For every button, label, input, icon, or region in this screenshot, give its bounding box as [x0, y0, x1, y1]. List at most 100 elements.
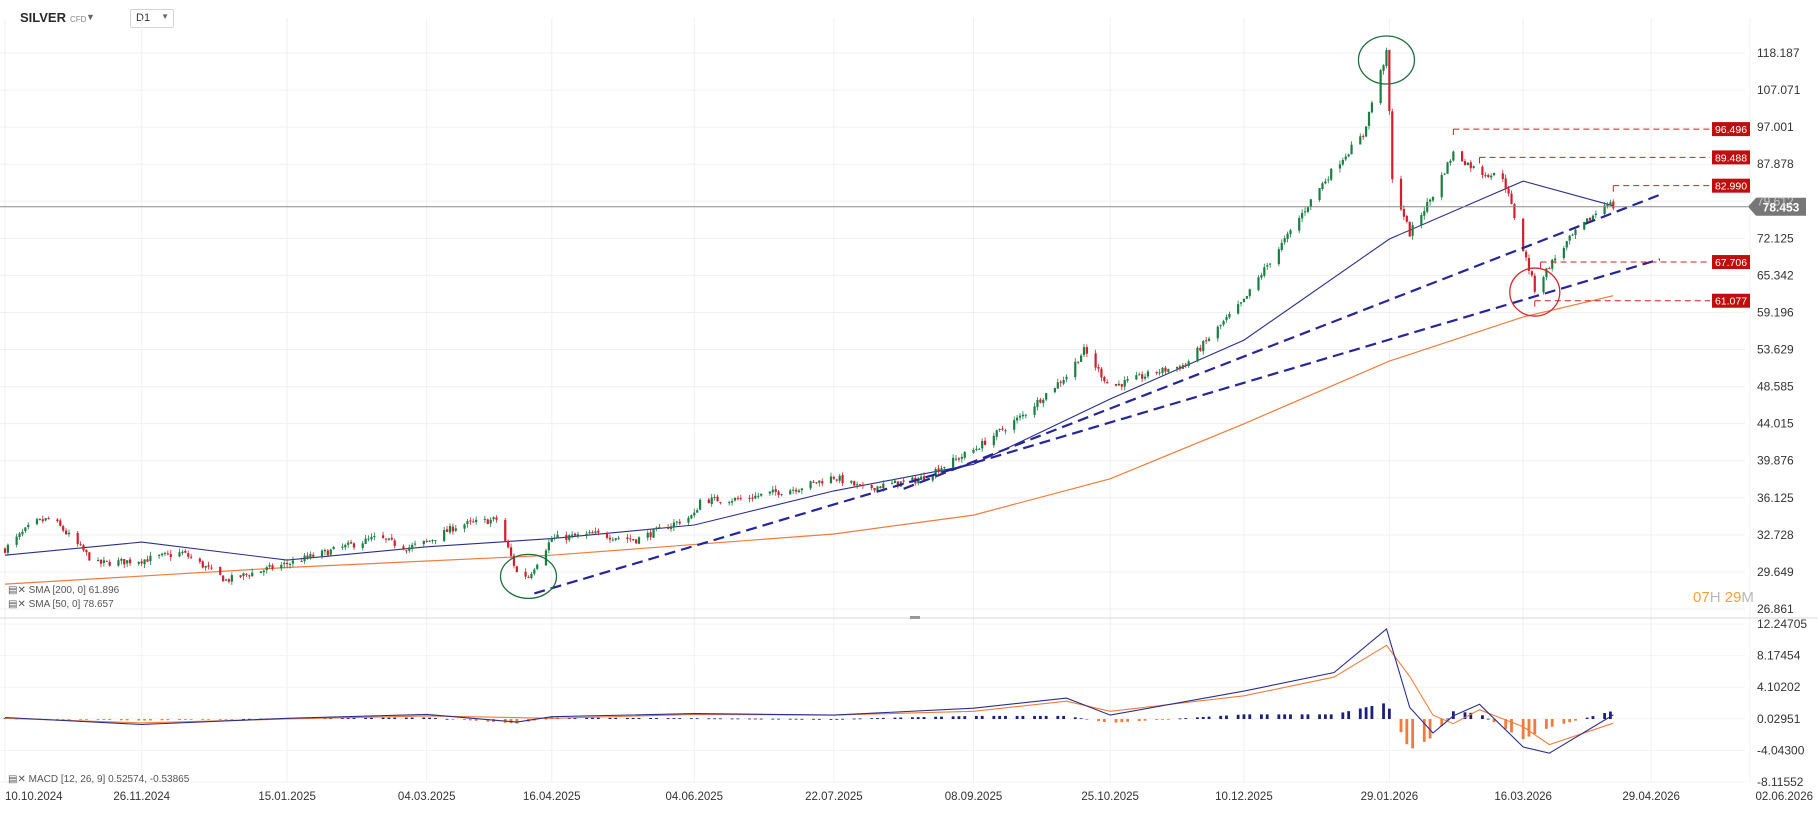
candle-bear [1199, 347, 1202, 351]
candle-bull [259, 571, 263, 574]
candle-bull [1277, 249, 1280, 265]
macd-axis-label: 4.10202 [1757, 680, 1801, 694]
macd-histogram-bar [1004, 715, 1007, 720]
candle-bull [411, 544, 414, 548]
candle-bull [1568, 235, 1571, 241]
candle-bear [812, 481, 815, 483]
price-axis-label: 107.071 [1757, 83, 1801, 97]
candle-bull [1466, 162, 1469, 166]
macd-histogram-bar [1585, 717, 1589, 720]
candle-bull [1452, 151, 1455, 161]
candle-bull [1135, 375, 1138, 380]
candle-bull [1004, 430, 1007, 432]
macd-histogram-bar [207, 719, 210, 720]
candle-bull [544, 550, 548, 566]
candle-bull [1449, 160, 1452, 163]
candle-bear [1527, 257, 1531, 271]
candle-bull [972, 450, 975, 453]
candle-bull [1283, 238, 1286, 243]
macd-histogram-bar [160, 719, 164, 721]
candle-bull [1554, 258, 1557, 261]
candle-bull [230, 575, 233, 582]
candle-bear [504, 519, 507, 542]
macd-histogram-bar [881, 717, 885, 720]
macd-histogram-bar [393, 717, 397, 720]
macd-histogram-bar [364, 717, 368, 720]
macd-histogram-bar [247, 718, 251, 720]
price-axis-label: 26.861 [1757, 602, 1794, 616]
macd-histogram-bar [1015, 715, 1019, 720]
candle-bull [1222, 321, 1225, 325]
price-axis-label: 44.015 [1757, 417, 1794, 431]
macd-histogram-bar [998, 715, 1002, 720]
candle-bull [1021, 414, 1025, 417]
sma50-legend[interactable]: ▤✕ SMA [50, 0] 78.657 [8, 599, 114, 610]
candle-bull [163, 553, 167, 555]
macd-histogram-bar [1562, 719, 1566, 724]
macd-histogram-bar [1085, 719, 1089, 720]
chevron-down-icon[interactable]: ▼ [86, 12, 95, 22]
legend-icon: ▤✕ [8, 599, 29, 610]
candle-bull [1446, 162, 1449, 174]
candle-bull [44, 518, 47, 521]
candle-bull [917, 479, 920, 484]
candle-bear [56, 519, 59, 522]
macd-histogram-bar [1225, 715, 1228, 720]
candle-bear [667, 527, 670, 529]
candle-bull [876, 486, 879, 491]
candle-bull [797, 490, 801, 493]
candle-bear [451, 526, 454, 532]
macd-histogram-bar [137, 719, 141, 721]
candle-bull [890, 482, 894, 484]
macd-histogram-bar [666, 718, 670, 720]
macd-histogram-bar [934, 716, 938, 720]
candle-bull [934, 468, 937, 476]
macd-histogram-bar [1236, 714, 1240, 720]
candle-bear [187, 553, 190, 557]
candle-bull [1571, 234, 1574, 236]
candle-bull [181, 551, 184, 554]
macd-legend[interactable]: ▤✕ MACD [12, 26, 9] 0.52574, -0.53865 [8, 774, 189, 785]
macd-histogram-bar [911, 717, 914, 720]
candle-bull [268, 565, 271, 567]
macd-histogram-bar [707, 718, 711, 720]
timeframe-select[interactable]: D1 ▼ [130, 9, 174, 28]
candle-bear [1155, 371, 1158, 374]
macd-histogram-bar [1550, 719, 1554, 727]
candle-bull [698, 499, 702, 510]
candle-bear [527, 576, 530, 578]
candle-bull [1082, 347, 1086, 355]
macd-histogram-bar [899, 717, 903, 720]
macd-histogram-bar [352, 717, 356, 720]
symbol-selector[interactable]: SILVER CFD [20, 10, 86, 25]
macd-histogram-bar [1574, 719, 1577, 721]
macd-histogram-bar [1289, 714, 1292, 720]
macd-histogram-bar [713, 718, 717, 720]
candle-bull [1309, 199, 1312, 207]
candle-bull [675, 521, 678, 523]
sma200-legend[interactable]: ▤✕ SMA [200, 0] 61.896 [8, 585, 119, 596]
candle-bull [1167, 369, 1170, 372]
macd-histogram-bar [753, 718, 757, 720]
macd-histogram-bar [1265, 714, 1269, 720]
price-level-label: 82.990 [1715, 181, 1747, 193]
macd-histogram-bar [67, 719, 71, 720]
candle-bear [219, 566, 222, 575]
macd-histogram-bar [1323, 714, 1327, 720]
candle-bull [978, 448, 981, 450]
candle-bear [1487, 174, 1490, 177]
macd-histogram-bar [1260, 714, 1263, 720]
macd-histogram-bar [794, 718, 798, 720]
macd-histogram-bar [1405, 719, 1409, 745]
countdown-hours: 07 [1693, 589, 1710, 606]
candle-bull [320, 550, 324, 557]
candle-bull [998, 428, 1001, 430]
candle-bear [402, 546, 405, 550]
macd-histogram-bar [980, 715, 984, 720]
candle-bull [387, 538, 390, 540]
macd-histogram-bar [346, 717, 350, 720]
candle-bull [1551, 259, 1554, 269]
candle-bull [568, 535, 571, 540]
candle-bear [41, 519, 44, 522]
